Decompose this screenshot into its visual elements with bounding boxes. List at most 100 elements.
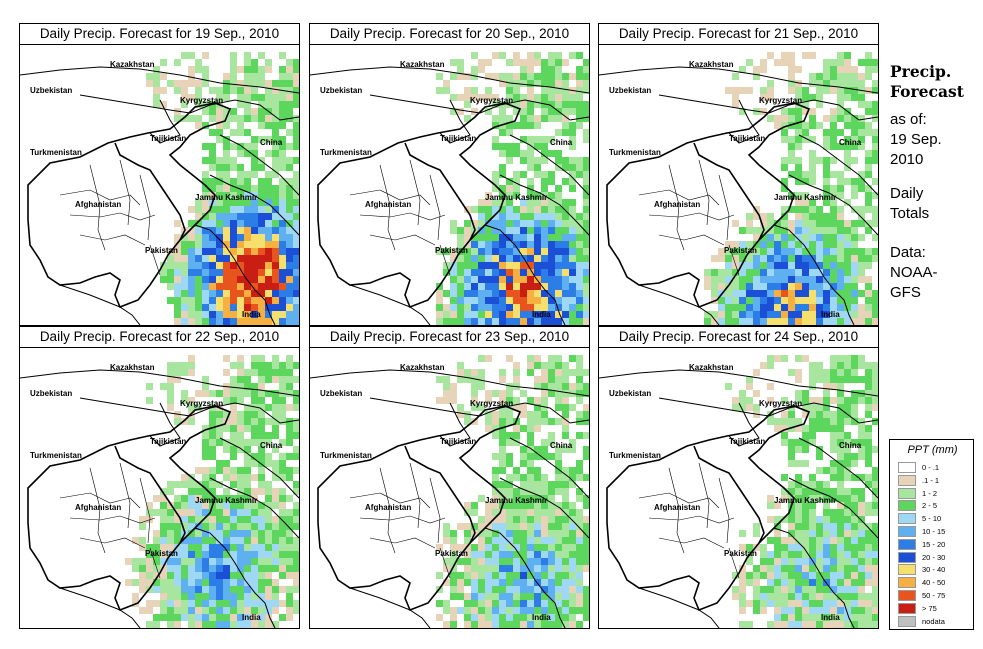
precip-cell (858, 439, 865, 446)
precip-cell (471, 404, 478, 411)
precip-cell (258, 523, 265, 530)
precip-cell (767, 586, 774, 593)
precip-cell (272, 80, 279, 87)
map-label-india: India (821, 310, 840, 319)
precip-cell (265, 369, 272, 376)
precip-cell (251, 157, 258, 164)
precip-cell (492, 115, 499, 122)
precip-cell (216, 164, 223, 171)
precip-cell (851, 262, 858, 269)
precip-cell (146, 572, 153, 579)
precip-cell (583, 551, 589, 558)
precip-cell (478, 66, 485, 73)
precip-cell (858, 530, 865, 537)
precip-cell (823, 502, 830, 509)
precip-cell (188, 66, 195, 73)
precip-cell (244, 502, 251, 509)
precip-cell (583, 586, 589, 593)
precip-cell (244, 418, 251, 425)
precip-cell (513, 488, 520, 495)
precip-cell (272, 530, 279, 537)
precip-cell (753, 404, 760, 411)
precip-cell (478, 544, 485, 551)
precip-cell (583, 318, 589, 325)
precip-cell (230, 579, 237, 586)
precip-cell (223, 593, 230, 600)
precip-cell (569, 383, 576, 390)
precip-cell (209, 220, 216, 227)
precip-cell (202, 572, 209, 579)
precip-cell (272, 579, 279, 586)
precip-cell (576, 311, 583, 318)
precip-cell (188, 369, 195, 376)
precip-cell (202, 199, 209, 206)
precip-cell (230, 439, 237, 446)
precip-cell (244, 544, 251, 551)
precip-cell (436, 248, 443, 255)
precip-cell (258, 509, 265, 516)
precip-cell (485, 297, 492, 304)
precip-cell (181, 283, 188, 290)
precip-cell (704, 318, 711, 325)
precip-cell (739, 530, 746, 537)
precip-cell (223, 227, 230, 234)
precip-cell (520, 390, 527, 397)
precip-cell (872, 530, 878, 537)
precip-cell (823, 255, 830, 262)
precip-cell (167, 516, 174, 523)
precip-cell (816, 269, 823, 276)
precip-cell (534, 621, 541, 628)
precip-cell (844, 255, 851, 262)
precip-cell (788, 488, 795, 495)
precip-cell (541, 262, 548, 269)
precip-cell (492, 600, 499, 607)
precip-cell (739, 390, 746, 397)
precip-cell (457, 572, 464, 579)
precip-cell (258, 164, 265, 171)
map-label-tajikistan: Tajikistan (729, 437, 765, 446)
precip-cell (865, 108, 872, 115)
precip-cell (732, 593, 739, 600)
precip-cell (851, 136, 858, 143)
precip-cell (823, 558, 830, 565)
precip-cell (265, 297, 272, 304)
precip-cell (541, 150, 548, 157)
precip-cell (457, 544, 464, 551)
precip-cell (844, 369, 851, 376)
precip-cell (865, 544, 872, 551)
precip-cell (534, 502, 541, 509)
precip-cell (202, 283, 209, 290)
precip-cell (244, 453, 251, 460)
legend-label: 30 - 40 (922, 565, 946, 575)
precip-cell (823, 607, 830, 614)
precip-cell (534, 115, 541, 122)
precip-cell (865, 220, 872, 227)
precip-cell (188, 621, 195, 628)
country-border (599, 66, 878, 94)
precip-cell (583, 101, 589, 108)
precip-cell (541, 362, 548, 369)
precip-cell (230, 390, 237, 397)
precip-cell (851, 80, 858, 87)
precip-cell (809, 376, 816, 383)
precip-cell (809, 164, 816, 171)
precip-cell (272, 318, 279, 325)
precip-cell (506, 115, 513, 122)
precip-cell (286, 290, 293, 297)
precip-cell (802, 255, 809, 262)
country-border (484, 224, 566, 325)
precip-cell (279, 136, 286, 143)
precip-cell (188, 593, 195, 600)
data-source-block: Data: NOAA- GFS (890, 243, 980, 303)
precip-cell (286, 80, 293, 87)
precip-cell (195, 607, 202, 614)
precip-cell (471, 304, 478, 311)
precip-cell (202, 453, 209, 460)
precip-cell (746, 579, 753, 586)
precip-cell (851, 593, 858, 600)
precip-cell (223, 530, 230, 537)
precip-cell (795, 157, 802, 164)
precip-cell (858, 614, 865, 621)
precip-cell (725, 297, 732, 304)
precip-cell (216, 439, 223, 446)
